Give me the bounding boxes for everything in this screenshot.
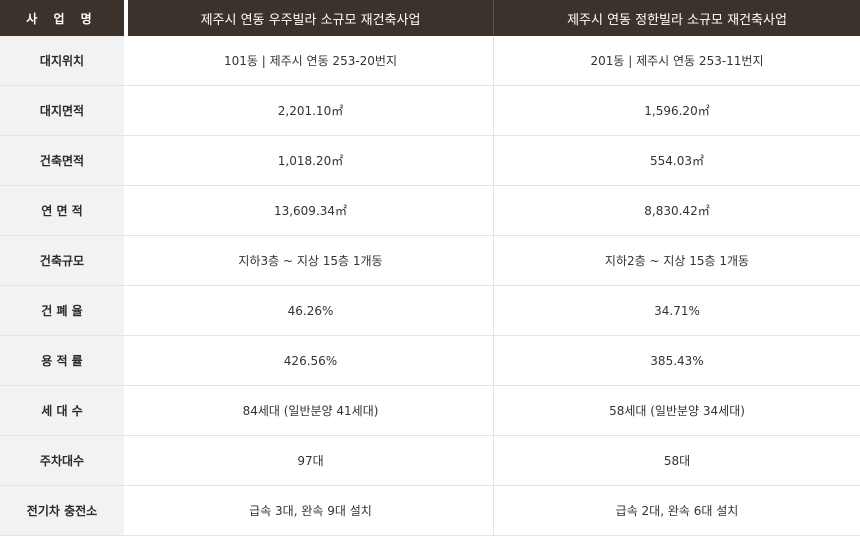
table-row: 건축면적 1,018.20㎡ 554.03㎡ — [0, 136, 860, 186]
row-value-a: 46.26% — [128, 286, 494, 335]
row-value-b: 385.43% — [650, 353, 704, 368]
row-label: 건 폐 율 — [0, 286, 124, 335]
row-label: 건축규모 — [0, 236, 124, 285]
row-label: 주차대수 — [0, 436, 124, 485]
row-value-a: 101동 | 제주시 연동 253-20번지 — [128, 36, 494, 85]
header-project-b: 제주시 연동 정한빌라 소규모 재건축사업 — [494, 0, 860, 36]
table-row: 세 대 수 84세대 (일반분양 41세대) 58세대 (일반분양 34세대) — [0, 386, 860, 436]
row-value-b: 급속 2대, 완속 6대 설치 — [615, 504, 739, 518]
column-gap — [124, 36, 128, 85]
row-value-a: 97대 — [128, 436, 494, 485]
row-label: 용 적 률 — [0, 336, 124, 385]
table-row: 연 면 적 13,609.34㎡ 8,830.42㎡ — [0, 186, 860, 236]
row-label: 연 면 적 — [0, 186, 124, 235]
row-value-b: 58대 — [663, 454, 691, 468]
row-value-a: 426.56% — [128, 336, 494, 385]
row-value-b: 지하2층 ~ 지상 15층 1개동 — [604, 254, 750, 268]
header-label-cell: 사 업 명 — [0, 0, 124, 36]
column-gap — [124, 186, 128, 235]
row-value-a: 지하3층 ~ 지상 15층 1개동 — [128, 236, 494, 285]
table-row: 주차대수 97대 58대 — [0, 436, 860, 486]
row-value-b: 554.03㎡ — [650, 154, 704, 168]
table-row: 건 폐 율 46.26% 34.71% — [0, 286, 860, 336]
row-value-b: 58세대 (일반분양 34세대) — [609, 404, 745, 418]
table-row: 용 적 률 426.56% 385.43% — [0, 336, 860, 386]
row-value-b: 201동 | 제주시 연동 253-11번지 — [590, 54, 764, 68]
column-gap — [124, 236, 128, 285]
table-row: 대지면적 2,201.10㎡ 1,596.20㎡ — [0, 86, 860, 136]
header-project-a: 제주시 연동 우주빌라 소규모 재건축사업 — [128, 0, 494, 36]
row-label: 대지위치 — [0, 36, 124, 85]
column-gap — [124, 86, 128, 135]
row-value-a: 84세대 (일반분양 41세대) — [128, 386, 494, 435]
table-row: 건축규모 지하3층 ~ 지상 15층 1개동 지하2층 ~ 지상 15층 1개동 — [0, 236, 860, 286]
row-label: 대지면적 — [0, 86, 124, 135]
row-value-a: 1,018.20㎡ — [128, 136, 494, 185]
column-gap — [124, 286, 128, 335]
row-value-b: 34.71% — [654, 303, 700, 318]
column-gap — [124, 336, 128, 385]
column-gap — [124, 436, 128, 485]
row-value-a: 2,201.10㎡ — [128, 86, 494, 135]
table-header-row: 사 업 명 제주시 연동 우주빌라 소규모 재건축사업 제주시 연동 정한빌라 … — [0, 0, 860, 36]
row-label: 건축면적 — [0, 136, 124, 185]
column-gap — [124, 486, 128, 535]
table-row: 대지위치 101동 | 제주시 연동 253-20번지 201동 | 제주시 연… — [0, 36, 860, 86]
row-label: 세 대 수 — [0, 386, 124, 435]
row-value-a: 13,609.34㎡ — [128, 186, 494, 235]
row-value-a: 급속 3대, 완속 9대 설치 — [128, 486, 494, 535]
row-label: 전기차 충전소 — [0, 486, 124, 535]
table-row: 전기차 충전소 급속 3대, 완속 9대 설치 급속 2대, 완속 6대 설치 — [0, 486, 860, 536]
row-value-b: 8,830.42㎡ — [644, 204, 710, 218]
row-value-b: 1,596.20㎡ — [644, 104, 710, 118]
column-gap — [124, 0, 128, 36]
column-gap — [124, 386, 128, 435]
column-gap — [124, 136, 128, 185]
